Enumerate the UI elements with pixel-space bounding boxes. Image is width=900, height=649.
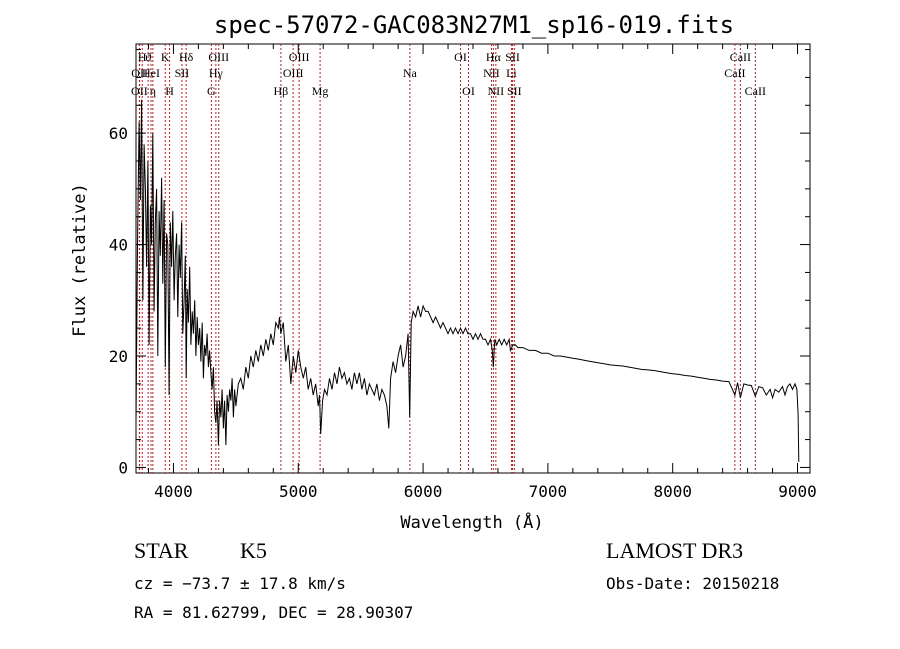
- object-subclass: K5: [240, 538, 267, 563]
- line-label-6: K: [161, 50, 170, 64]
- line-label-19: OI: [462, 84, 475, 98]
- y-tick-label: 40: [109, 236, 128, 255]
- sky-coordinates: RA = 81.62799, DEC = 28.90307: [134, 603, 414, 622]
- line-label-27: CaII: [730, 50, 751, 64]
- x-tick-label: 8000: [653, 482, 692, 501]
- line-label-25: SII: [507, 84, 522, 98]
- y-axis-label: Flux (relative): [70, 183, 90, 337]
- line-label-11: Hγ: [209, 66, 224, 80]
- x-tick-label: 7000: [529, 482, 568, 501]
- plot-frame: [135, 43, 811, 474]
- line-label-20: NII: [483, 66, 500, 80]
- line-label-12: OIII: [208, 50, 229, 64]
- line-markers: [138, 44, 756, 473]
- x-tick-label: 9000: [778, 482, 817, 501]
- line-label-1: H: [138, 50, 147, 64]
- y-tick-label: 60: [109, 124, 128, 143]
- line-label-5: η: [150, 84, 156, 98]
- x-tick-label: 4000: [154, 482, 193, 501]
- line-label-17: Na: [403, 66, 418, 80]
- line-label-13: Hβ: [274, 84, 289, 98]
- chart-title: spec-57072-GAC083N27M1_sp16-019.fits: [214, 11, 734, 39]
- line-label-23: Li: [506, 66, 517, 80]
- y-axis: 0 20 40 60: [109, 49, 810, 477]
- x-axis-label: Wavelength (Å): [400, 511, 543, 533]
- line-label-26: CaII: [724, 66, 745, 80]
- line-label-24: SII: [505, 50, 520, 64]
- x-tick-label: 5000: [279, 482, 318, 501]
- line-label-18: OI: [454, 50, 467, 64]
- line-label-8: SII: [175, 66, 190, 80]
- line-label-9: Hδ: [179, 50, 194, 64]
- line-label-0: OII: [131, 84, 148, 98]
- line-label-16: Mg: [312, 84, 329, 98]
- line-label-2: OII: [131, 66, 148, 80]
- x-axis: 4000 5000 6000 7000 8000 9000: [147, 44, 817, 501]
- y-tick-label: 20: [109, 347, 128, 366]
- line-label-28: CaII: [745, 84, 766, 98]
- redshift-velocity: cz = −73.7 ± 17.8 km/s: [134, 574, 346, 593]
- x-tick-label: 6000: [404, 482, 443, 501]
- line-labels: OIIHOIIϑHeIηKHSIIHδGHγOIIIHβOIIIOIIIMgNa…: [131, 50, 766, 98]
- spectrum-line: [135, 99, 800, 462]
- line-label-10: G: [207, 84, 216, 98]
- survey-name: LAMOST DR3: [606, 538, 744, 563]
- line-label-14: OIII: [283, 66, 304, 80]
- object-class: STAR: [134, 538, 189, 563]
- y-tick-label: 0: [118, 458, 128, 477]
- line-label-7: H: [165, 84, 174, 98]
- line-label-15: OIII: [289, 50, 310, 64]
- line-label-21: Hα: [486, 50, 502, 64]
- line-label-22: NII: [488, 84, 505, 98]
- line-label-4: HeI: [142, 66, 160, 80]
- line-label-3: ϑ: [145, 50, 151, 64]
- observation-date: Obs-Date: 20150218: [606, 574, 780, 593]
